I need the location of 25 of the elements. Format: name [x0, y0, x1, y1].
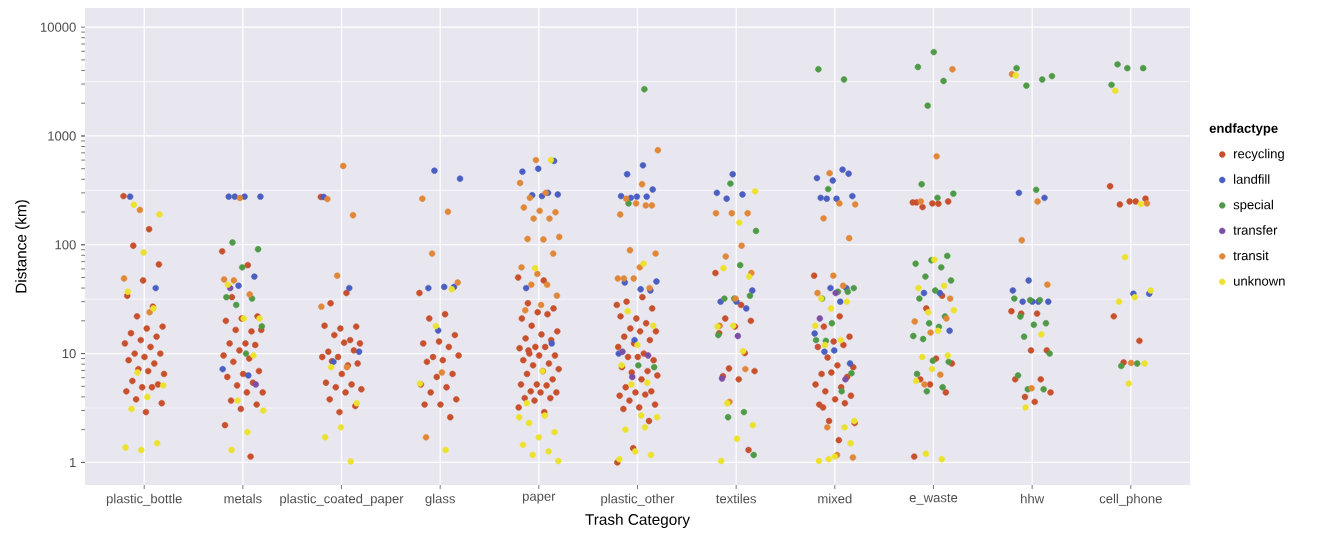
x-tick-label: cell_phone	[1099, 493, 1162, 506]
y-tick-label: 10000	[40, 22, 76, 32]
x-tick-label: plastic_coated_paper	[280, 493, 404, 506]
legend-title: endfactype	[1209, 123, 1278, 136]
legend-label: transfer	[1233, 225, 1278, 235]
legend-label: unknown	[1234, 276, 1285, 286]
x-tick-label: textiles	[716, 493, 757, 504]
legend-label: transit	[1233, 250, 1269, 261]
x-tick-label: plastic_bottle	[106, 493, 182, 506]
x-axis-title: Trash Category	[585, 513, 690, 528]
legend-label: special	[1233, 199, 1273, 212]
x-tick-label: mixed	[818, 493, 852, 504]
x-tick-label: hhw	[1021, 493, 1045, 504]
y-tick-label: 100	[55, 240, 76, 250]
x-tick-label: paper	[522, 493, 556, 504]
y-tick-label: 1000	[48, 131, 76, 141]
x-tick-label: metals	[224, 493, 262, 504]
x-tick-label: e_waste	[909, 493, 958, 505]
x-tick-label: plastic_other	[601, 493, 675, 506]
y-tick-label: 1	[70, 457, 76, 467]
y-tick-label: 10	[62, 348, 76, 359]
legend-label: recycling	[1234, 148, 1284, 161]
legend-label: landfill	[1234, 174, 1270, 184]
y-axis-title: Distance (km)	[15, 200, 30, 293]
x-tick-label: glass	[425, 493, 455, 506]
